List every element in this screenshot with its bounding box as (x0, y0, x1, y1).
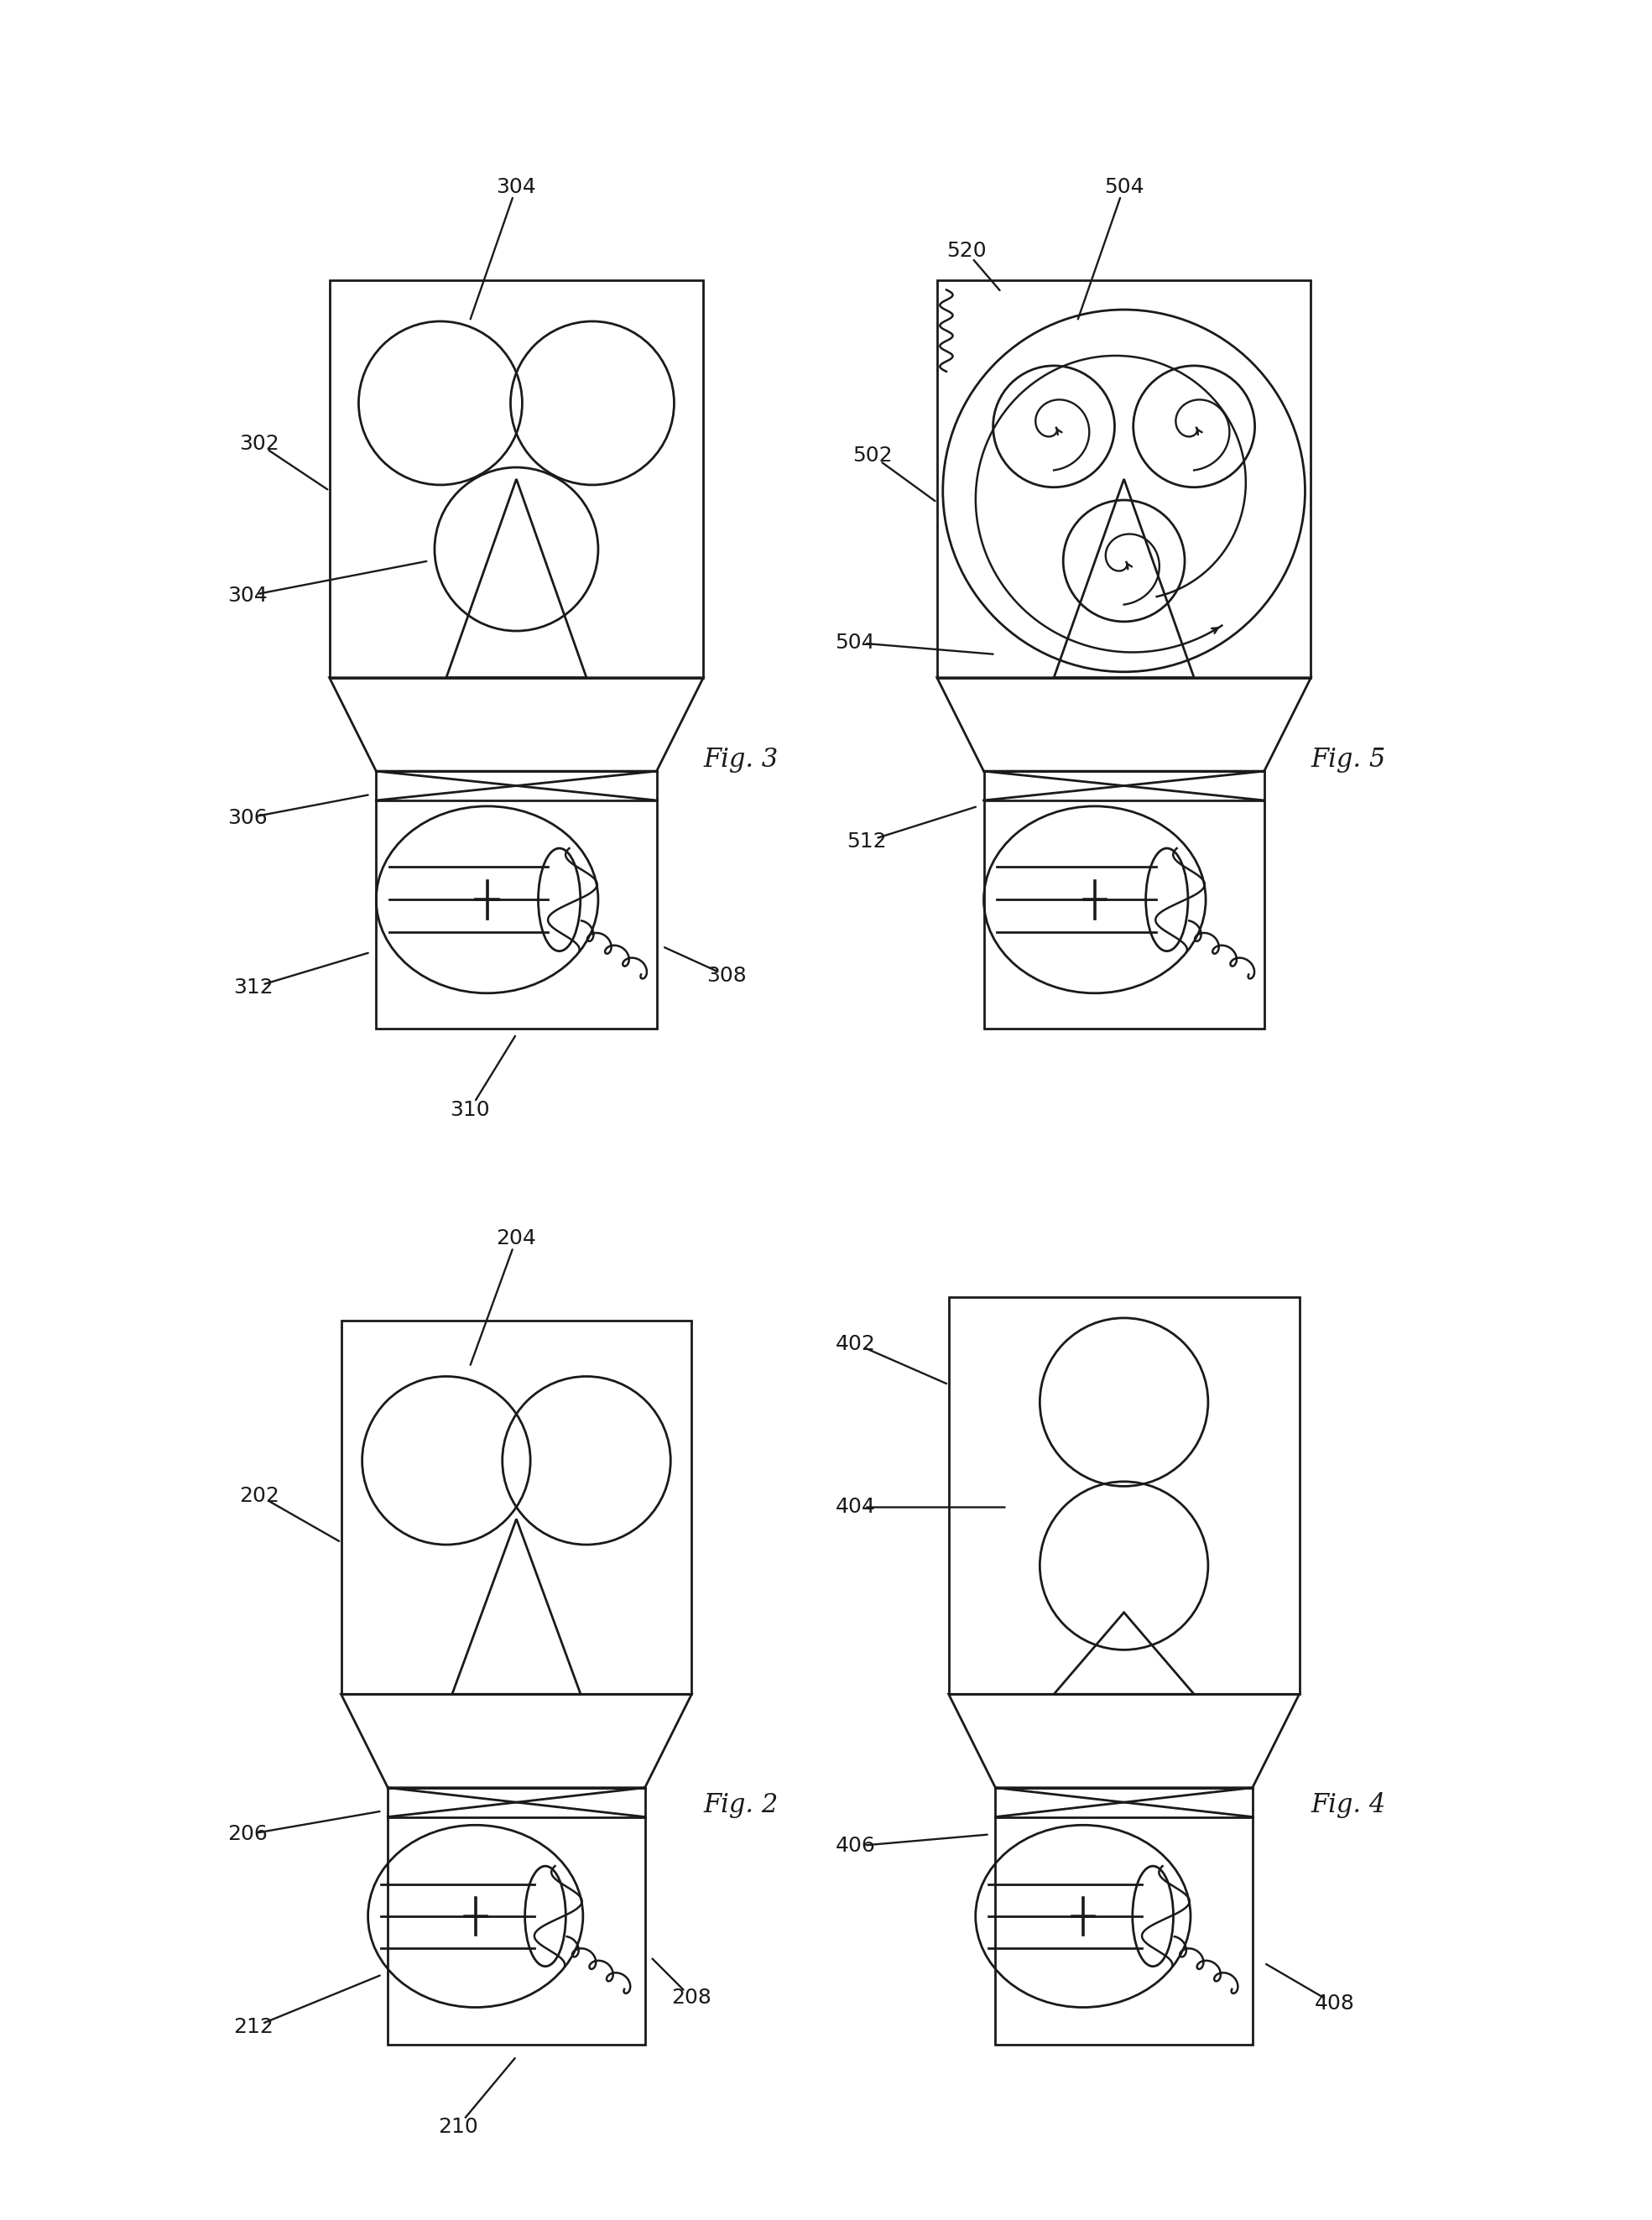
Text: Fig. 5: Fig. 5 (1312, 746, 1386, 773)
Text: 520: 520 (947, 242, 986, 262)
Text: Fig. 2: Fig. 2 (704, 1792, 778, 1818)
Text: 310: 310 (449, 1099, 489, 1121)
Text: 404: 404 (836, 1496, 876, 1516)
Text: 210: 210 (438, 2116, 477, 2136)
Text: 206: 206 (228, 1825, 268, 1845)
Text: 408: 408 (1315, 1994, 1355, 2014)
Text: 208: 208 (672, 1987, 712, 2009)
Text: 402: 402 (836, 1334, 876, 1354)
Text: 504: 504 (836, 633, 876, 653)
Text: 512: 512 (847, 830, 887, 850)
Text: 306: 306 (228, 808, 268, 828)
Text: Fig. 3: Fig. 3 (704, 746, 778, 773)
Text: 504: 504 (1104, 178, 1143, 198)
Text: 304: 304 (496, 178, 537, 198)
Text: Fig. 4: Fig. 4 (1312, 1792, 1386, 1818)
Text: 406: 406 (836, 1836, 876, 1856)
Text: 312: 312 (233, 977, 274, 997)
Text: 202: 202 (240, 1485, 279, 1505)
Text: 304: 304 (228, 586, 268, 606)
Text: 302: 302 (240, 433, 279, 455)
Text: 204: 204 (496, 1228, 537, 1248)
Text: 502: 502 (852, 446, 892, 466)
Text: 308: 308 (707, 966, 747, 986)
Text: 212: 212 (233, 2018, 274, 2038)
